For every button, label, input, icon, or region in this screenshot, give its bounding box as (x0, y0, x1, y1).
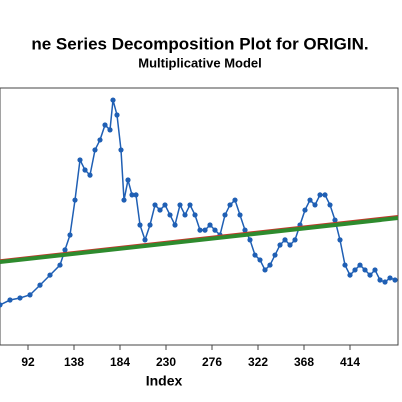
x-tick-label: 322 (248, 355, 268, 369)
data-point (237, 212, 243, 218)
data-point (207, 222, 213, 228)
data-point (133, 192, 139, 198)
data-point (212, 227, 218, 233)
data-point (121, 197, 127, 203)
data-point (137, 222, 143, 228)
data-point (277, 242, 283, 248)
x-tick-label: 92 (21, 355, 35, 369)
data-point (92, 147, 98, 153)
data-point (367, 272, 373, 278)
x-tick-label: 414 (340, 355, 360, 369)
data-point (77, 157, 83, 163)
data-point (125, 177, 131, 183)
data-point (67, 232, 73, 238)
data-point (322, 192, 328, 198)
data-point (287, 242, 293, 248)
data-point (172, 222, 178, 228)
data-point (247, 237, 253, 243)
data-point (142, 237, 148, 243)
x-tick-label: 184 (110, 355, 130, 369)
data-point (147, 222, 153, 228)
data-point (82, 167, 88, 173)
data-point (152, 202, 158, 208)
x-axis-label: Index (146, 373, 183, 389)
data-point (62, 247, 68, 253)
data-point (192, 212, 198, 218)
data-point (27, 292, 33, 298)
data-point (227, 202, 233, 208)
data-point (17, 295, 23, 301)
data-point (102, 122, 108, 128)
data-point (252, 252, 258, 258)
data-point (307, 197, 313, 203)
data-point (118, 147, 124, 153)
data-point (110, 97, 116, 103)
data-point (327, 202, 333, 208)
data-point (332, 217, 338, 223)
data-point (342, 262, 348, 268)
data-point (347, 272, 353, 278)
chart-title: ne Series Decomposition Plot for ORIGIN. (31, 34, 368, 53)
data-point (377, 277, 383, 283)
plot-frame (0, 87, 399, 346)
data-point (262, 267, 268, 273)
data-point (362, 267, 368, 273)
x-tick-label: 276 (202, 355, 222, 369)
data-point (272, 252, 278, 258)
data-point (197, 227, 203, 233)
data-point (187, 202, 193, 208)
data-point (177, 202, 183, 208)
data-point (107, 127, 113, 133)
data-point (302, 207, 308, 213)
x-tick-label: 230 (156, 355, 176, 369)
data-point (0, 302, 3, 308)
data-point (167, 212, 173, 218)
data-point (387, 275, 393, 281)
data-point (7, 297, 13, 303)
data-point (337, 237, 343, 243)
data-point (382, 279, 388, 285)
data-point (257, 257, 263, 263)
data-point (267, 262, 273, 268)
data-point (312, 202, 318, 208)
data-point (392, 277, 398, 283)
data-point (114, 112, 120, 118)
data-point (242, 227, 248, 233)
data-point (97, 137, 103, 143)
data-point (47, 272, 53, 278)
x-tick-label: 138 (64, 355, 84, 369)
data-point (292, 237, 298, 243)
data-point (222, 212, 228, 218)
series-line (0, 99, 396, 306)
data-point (57, 262, 63, 268)
data-point (357, 262, 363, 268)
data-point (87, 172, 93, 178)
data-point (182, 212, 188, 218)
data-point (202, 227, 208, 233)
data-point (317, 192, 323, 198)
data-point (162, 202, 168, 208)
series-line (0, 216, 399, 264)
data-point (157, 207, 163, 213)
data-point (129, 192, 135, 198)
data-point (72, 197, 78, 203)
data-point (37, 282, 43, 288)
data-point (282, 237, 288, 243)
data-point (232, 197, 238, 203)
chart-subtitle: Multiplicative Model (138, 55, 262, 70)
data-point (372, 267, 378, 273)
x-tick-label: 368 (294, 355, 314, 369)
data-point (352, 267, 358, 273)
